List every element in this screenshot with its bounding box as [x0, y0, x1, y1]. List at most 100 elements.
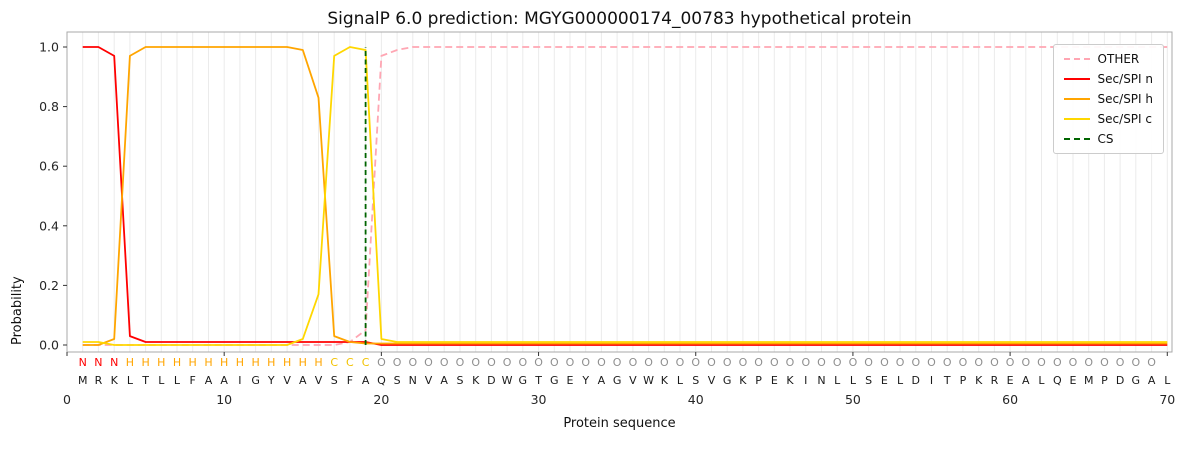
region-letter: O	[440, 356, 449, 369]
legend-item-cs: CS	[1063, 132, 1153, 146]
y-axis-label: Probability	[10, 276, 25, 345]
region-letter: O	[1069, 356, 1078, 369]
region-letter: N	[94, 356, 102, 369]
residue-letter: A	[362, 374, 370, 387]
region-letter: H	[189, 356, 197, 369]
residue-letter: G	[251, 374, 260, 387]
legend-label: OTHER	[1097, 52, 1140, 66]
series-sec-spi-n	[82, 46, 1168, 346]
region-letter: H	[236, 356, 244, 369]
region-letter: O	[880, 356, 889, 369]
y-tick-label: 0.0	[39, 338, 59, 353]
residue-letter: D	[487, 374, 495, 387]
y-tick-label: 0.4	[39, 218, 59, 233]
region-letter: O	[817, 356, 826, 369]
region-letter: O	[644, 356, 653, 369]
residue-letter: L	[158, 374, 165, 387]
region-letter: H	[251, 356, 259, 369]
x-tick-label: 70	[1159, 392, 1175, 407]
region-letter: O	[456, 356, 465, 369]
legend-item-sec-spi-c: Sec/SPI c	[1063, 112, 1153, 126]
region-letter: H	[204, 356, 212, 369]
region-letter: O	[613, 356, 622, 369]
region-letter: O	[550, 356, 559, 369]
legend: OTHER Sec/SPI n Sec/SPI h Sec/SPI c CS	[1052, 44, 1164, 154]
region-letter: O	[943, 356, 952, 369]
residue-letter: L	[834, 374, 841, 387]
residue-letter: L	[1038, 374, 1045, 387]
legend-swatch	[1063, 78, 1090, 80]
region-letter: N	[79, 356, 87, 369]
residue-letter: A	[220, 374, 228, 387]
legend-item-other: OTHER	[1063, 52, 1153, 66]
residue-letter: V	[708, 374, 716, 387]
region-letter: O	[408, 356, 417, 369]
residue-letter: P	[1101, 374, 1108, 387]
region-letter: H	[141, 356, 149, 369]
residue-letter: S	[394, 374, 401, 387]
region-letter: O	[1021, 356, 1030, 369]
residue-letter: Q	[377, 374, 386, 387]
residue-letter: V	[315, 374, 323, 387]
region-letter: O	[896, 356, 905, 369]
residue-letter: I	[238, 374, 241, 387]
residue-letter: V	[425, 374, 433, 387]
residue-letter: S	[457, 374, 464, 387]
region-letter: O	[754, 356, 763, 369]
residue-letter: E	[881, 374, 888, 387]
residue-letter: R	[991, 374, 999, 387]
residue-letter: S	[692, 374, 699, 387]
residue-letter: E	[1007, 374, 1014, 387]
residue-letter: D	[1116, 374, 1124, 387]
region-letter: O	[833, 356, 842, 369]
region-letter: O	[990, 356, 999, 369]
region-letter: N	[110, 356, 118, 369]
region-letter: O	[566, 356, 575, 369]
residue-letter: G	[519, 374, 528, 387]
x-axis-label: Protein sequence	[563, 416, 676, 431]
region-letter: O	[864, 356, 873, 369]
legend-label: CS	[1097, 132, 1114, 146]
residue-letter: L	[897, 374, 904, 387]
y-tick-label: 1.0	[39, 40, 59, 55]
residue-letter: K	[975, 374, 983, 387]
residue-letter: M	[1084, 374, 1094, 387]
legend-label: Sec/SPI c	[1097, 112, 1152, 126]
region-letter: O	[377, 356, 386, 369]
residue-letter: K	[786, 374, 794, 387]
region-letter: H	[126, 356, 134, 369]
region-letter: H	[173, 356, 181, 369]
region-letter: O	[518, 356, 527, 369]
region-letter: H	[299, 356, 307, 369]
residue-letter: P	[755, 374, 762, 387]
residue-letter: Y	[267, 374, 275, 387]
chart-title: SignalP 6.0 prediction: MGYG000000174_00…	[327, 9, 912, 29]
legend-swatch	[1063, 58, 1090, 60]
residue-letter: P	[960, 374, 967, 387]
legend-swatch	[1063, 98, 1090, 100]
region-letter: O	[1084, 356, 1093, 369]
residue-letter: F	[347, 374, 353, 387]
plot-frame	[66, 31, 1173, 353]
region-letter: H	[157, 356, 165, 369]
residue-letter: K	[111, 374, 119, 387]
residue-letter: K	[739, 374, 747, 387]
region-letter: O	[393, 356, 402, 369]
x-tick-label: 30	[531, 392, 547, 407]
residue-letter: Y	[581, 374, 589, 387]
region-letter: C	[330, 356, 338, 369]
residue-letter: A	[1148, 374, 1156, 387]
series-sec-spi-h	[82, 46, 1168, 346]
region-letter: O	[660, 356, 669, 369]
x-tick-label: 40	[688, 392, 704, 407]
region-letter: O	[1147, 356, 1156, 369]
residue-letter: N	[817, 374, 825, 387]
region-letter: C	[362, 356, 370, 369]
region-letter: O	[959, 356, 968, 369]
region-letter: O	[534, 356, 543, 369]
residue-letter: K	[661, 374, 669, 387]
legend-swatch	[1063, 118, 1090, 120]
